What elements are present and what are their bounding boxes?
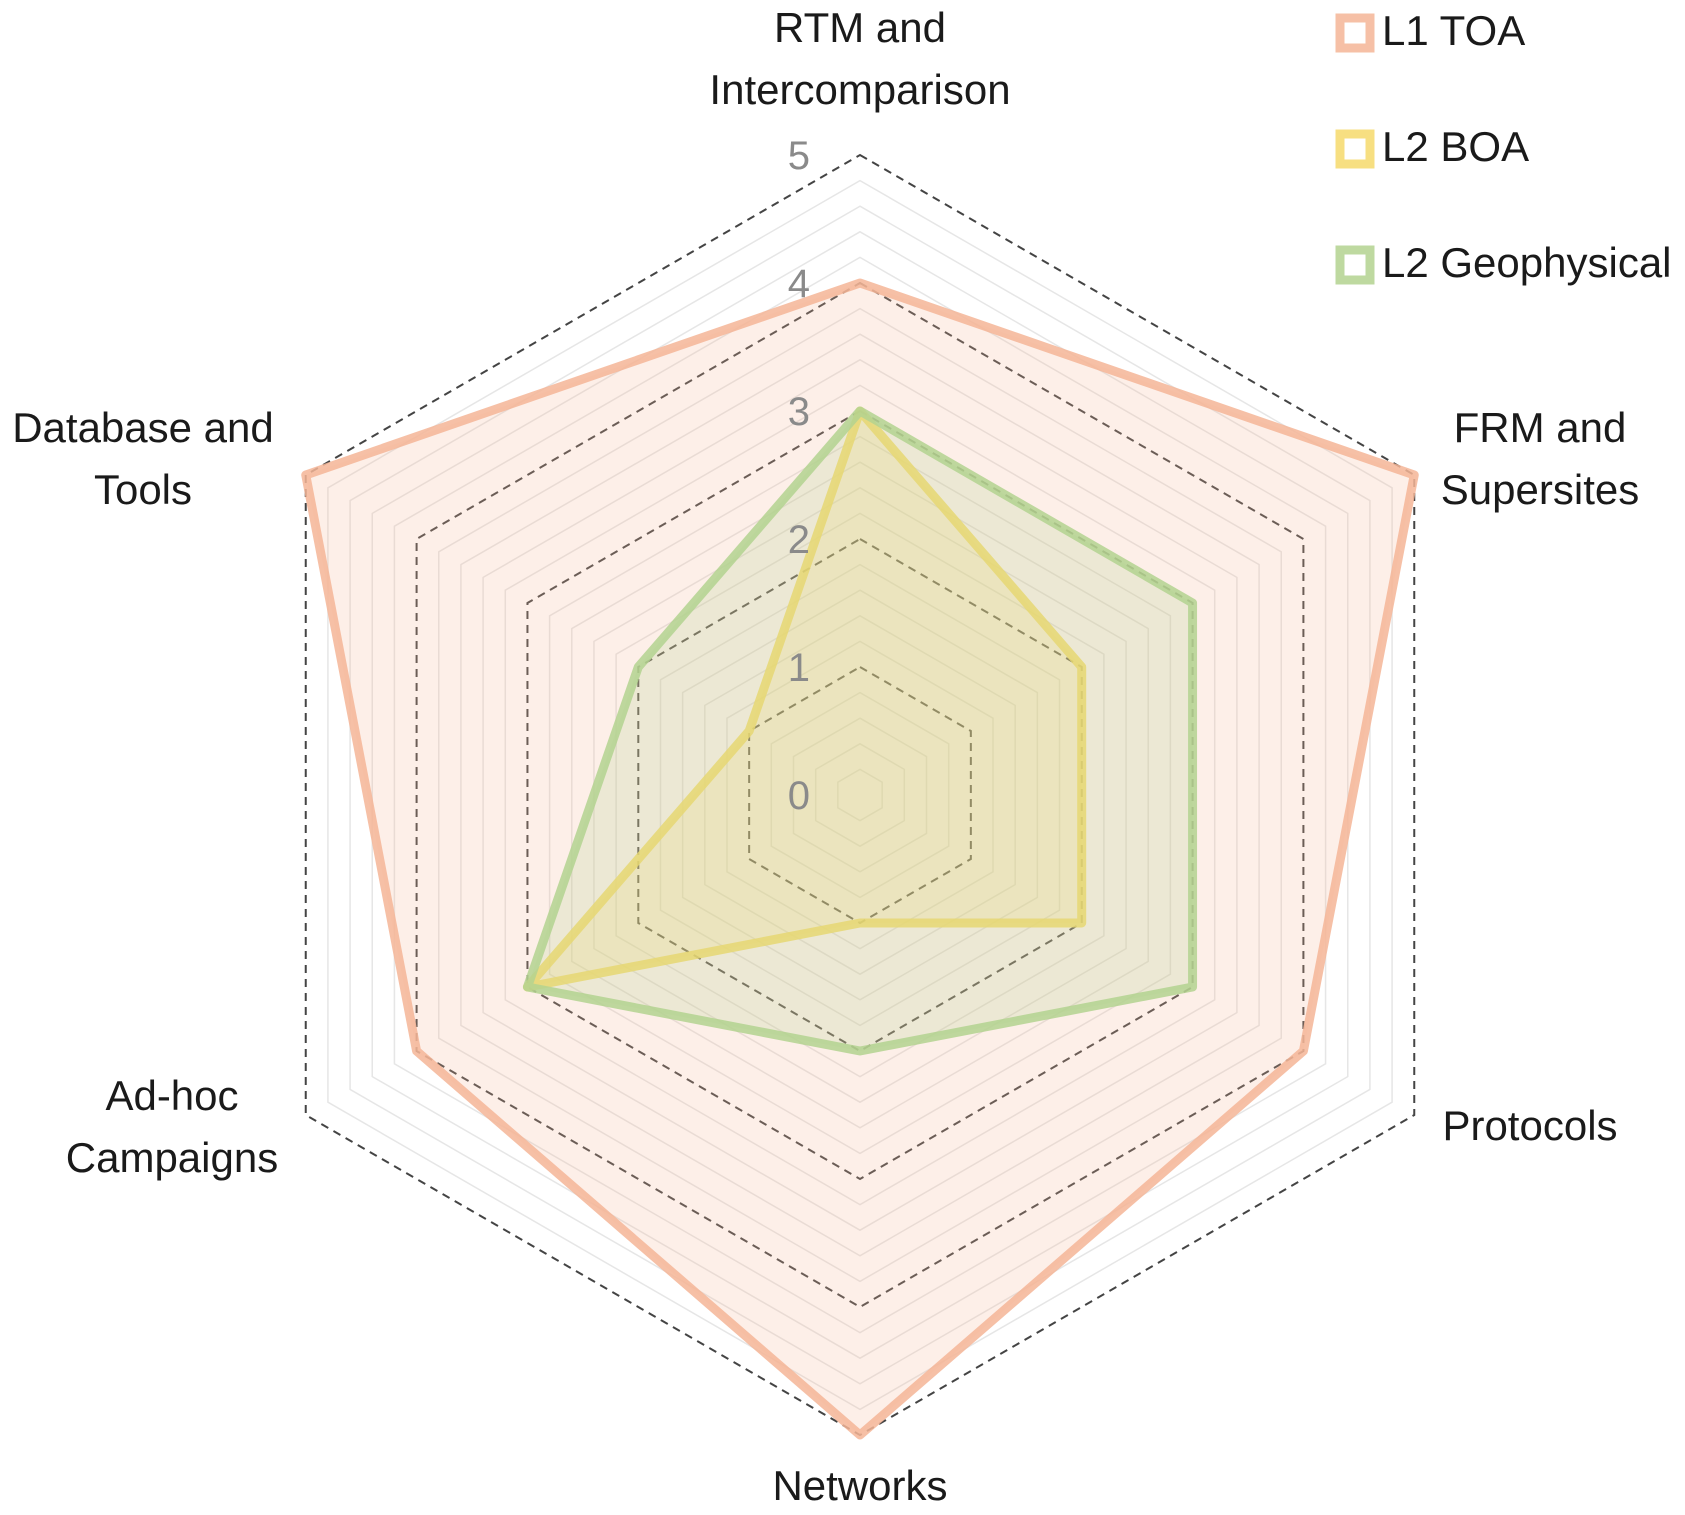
minor-gridline [571, 461, 1149, 1129]
minor-gridline [593, 486, 1127, 1104]
legend: L1 TOA L2 BOA L2 Geophysical [1335, 7, 1672, 286]
tick-label: 3 [788, 390, 810, 434]
minor-gridline [504, 384, 1216, 1206]
axis-label: Networks [772, 1462, 947, 1509]
axis-label: Campaigns [66, 1134, 278, 1181]
tick-labels: 0 1 2 3 4 5 [788, 134, 810, 818]
series-layer [301, 278, 1419, 1440]
tick-label: 0 [788, 774, 810, 818]
minor-gridline [814, 742, 906, 848]
tick-label: 2 [788, 518, 810, 562]
minor-gridline [548, 435, 1172, 1155]
minor-gridline [482, 358, 1238, 1232]
legend-label: L2 Geophysical [1382, 239, 1672, 286]
axis-label: Intercomparison [709, 66, 1010, 113]
minor-gridline [704, 614, 1016, 976]
minor-gridline [460, 333, 1260, 1257]
minor-gridline [615, 512, 1105, 1078]
minor-gridline [770, 691, 950, 899]
legend-label: L2 BOA [1382, 123, 1529, 170]
axis-label: Protocols [1442, 1102, 1617, 1149]
axis-label: Database and [12, 404, 274, 451]
minor-gridline [393, 256, 1327, 1334]
tick-label: 1 [788, 646, 810, 690]
minor-gridlines [327, 179, 1393, 1411]
axis-label: RTM and [774, 4, 946, 51]
minor-gridline [837, 768, 883, 822]
minor-gridline [792, 717, 928, 873]
legend-swatch [1335, 13, 1375, 53]
minor-gridline [681, 589, 1039, 1001]
axis-label: Tools [94, 466, 192, 513]
axis-labels: RTM and Intercomparison FRM and Supersites P… [12, 4, 1639, 1509]
legend-label: L1 TOA [1382, 7, 1525, 54]
axis-label: Ad-hoc [105, 1072, 238, 1119]
axis-label: Supersites [1441, 466, 1639, 513]
minor-gridline [659, 563, 1061, 1027]
series-l2-geophysical [522, 406, 1198, 1056]
axis-label: FRM and [1454, 404, 1627, 451]
tick-label: 4 [788, 262, 810, 306]
minor-gridline [726, 640, 994, 950]
minor-gridline [371, 230, 1349, 1360]
legend-swatch [1335, 129, 1375, 169]
major-gridline [415, 281, 1305, 1309]
minor-gridline [438, 307, 1282, 1283]
legend-swatch [1335, 245, 1375, 285]
minor-gridline [327, 179, 1393, 1411]
series-l2-boa [522, 406, 1087, 992]
tick-label: 5 [788, 134, 810, 178]
minor-gridline [349, 205, 1371, 1385]
